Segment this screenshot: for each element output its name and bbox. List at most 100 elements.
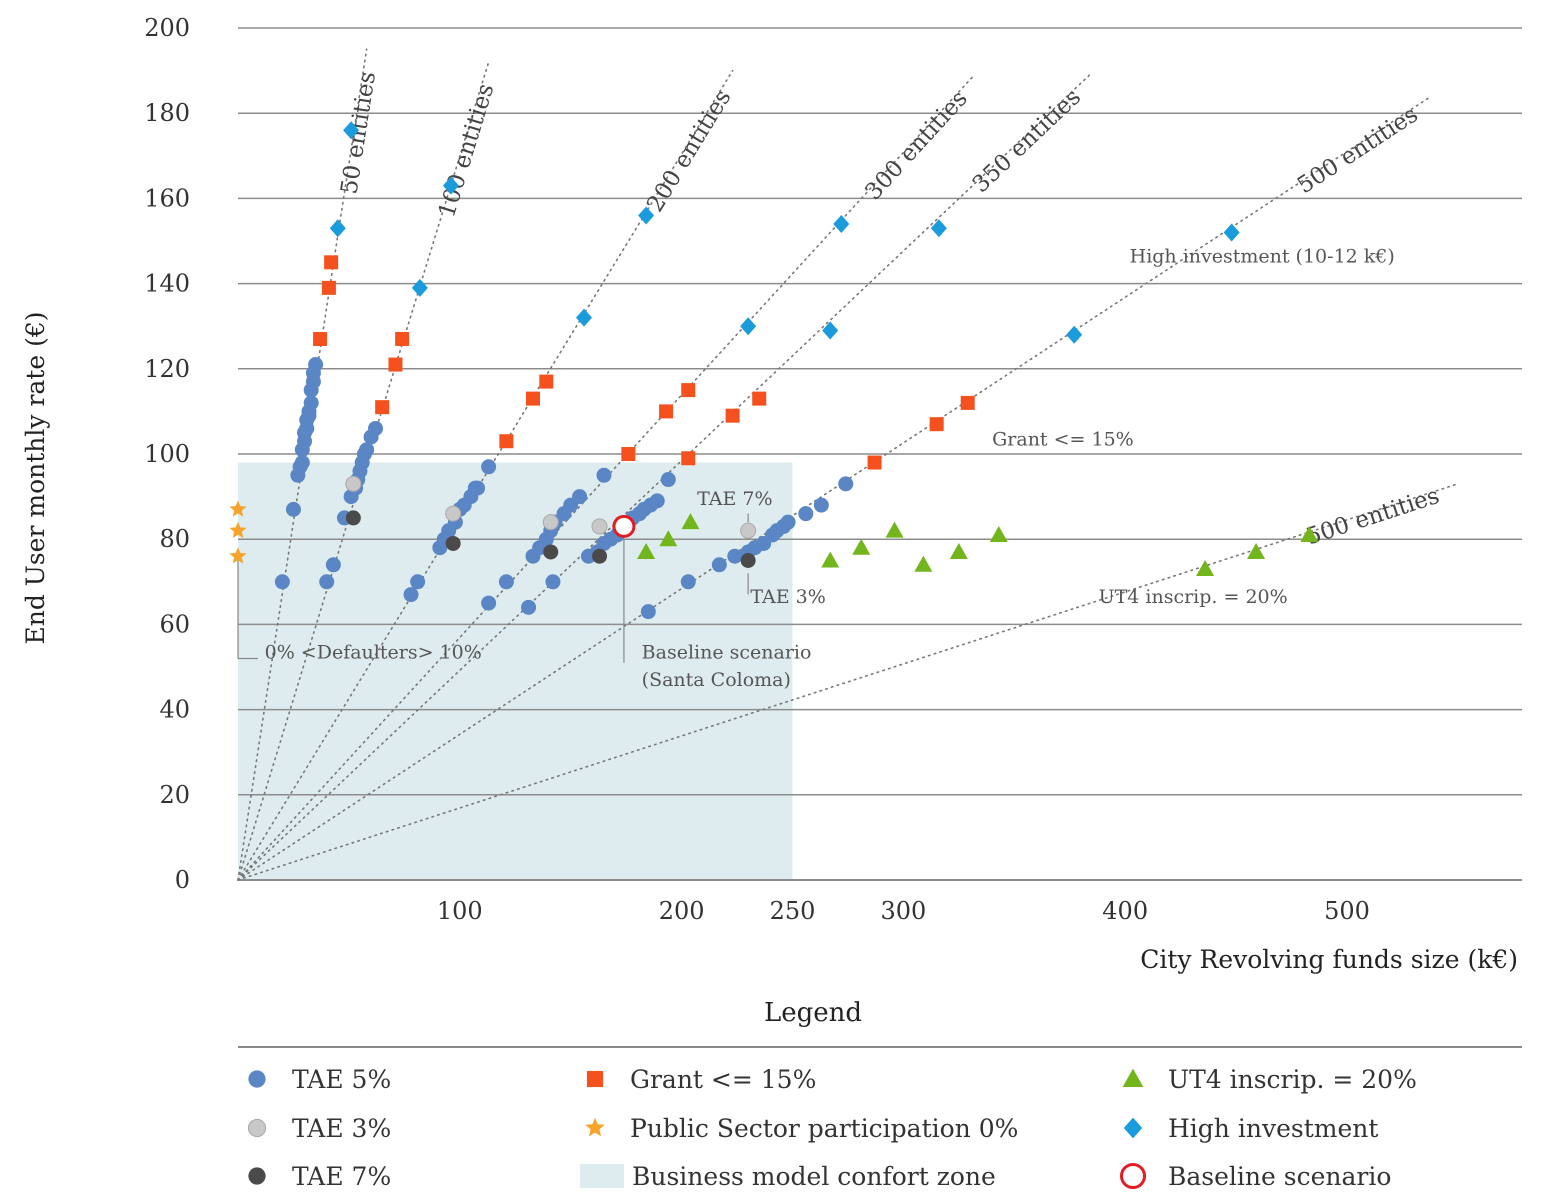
guide-label-5: 500 entities <box>1293 102 1423 200</box>
point-6-5 <box>576 308 593 327</box>
point-3-11 <box>681 383 696 398</box>
legend-symbol-3 <box>586 1070 604 1088</box>
point-0-65 <box>649 493 665 509</box>
point-6-9 <box>930 219 947 238</box>
point-0-28 <box>368 420 384 436</box>
point-5-6 <box>914 555 933 572</box>
guide-label-1: 100 entities <box>434 81 499 221</box>
point-3-2 <box>324 255 339 270</box>
point-3-8 <box>539 374 554 389</box>
y-tick-100: 100 <box>144 440 190 468</box>
series-4 <box>229 500 247 564</box>
point-0-12 <box>303 395 319 411</box>
point-2-0 <box>345 510 361 526</box>
point-3-13 <box>725 408 740 423</box>
y-tick-180: 180 <box>144 99 190 127</box>
y-tick-80: 80 <box>159 525 190 553</box>
comfort-zone <box>238 462 793 880</box>
legend-item-7: High investment <box>1118 1108 1378 1148</box>
legend-symbol-4 <box>585 1117 605 1137</box>
point-1-2 <box>542 514 559 531</box>
legend-item-2: TAE 7% <box>242 1156 391 1196</box>
legend-item-6: UT4 inscrip. = 20% <box>1118 1059 1417 1099</box>
point-0-68 <box>680 574 696 590</box>
legend-symbol-7 <box>1123 1117 1143 1139</box>
legend-marker-6 <box>1118 1064 1148 1094</box>
legend-item-8: Baseline scenario <box>1118 1156 1391 1196</box>
grid-lines <box>238 27 1522 881</box>
legend-symbol-2 <box>248 1167 266 1185</box>
legend-symbol-1 <box>247 1118 267 1138</box>
point-4-0 <box>229 500 247 517</box>
point-0-1 <box>285 501 301 517</box>
annotation-5: 0% <Defaulters> 10% <box>265 641 482 663</box>
point-0-80 <box>838 476 854 492</box>
guide-label-0: 50 entities <box>336 70 381 196</box>
point-0-16 <box>308 357 324 373</box>
guide-label-4: 350 entities <box>968 84 1086 198</box>
legend-item-4: Public Sector participation 0% <box>580 1108 1018 1148</box>
legend-item-5: Business model confort zone <box>580 1156 996 1196</box>
point-3-4 <box>388 357 403 372</box>
legend-label-4: Public Sector participation 0% <box>630 1113 1019 1143</box>
point-2-1 <box>445 535 461 551</box>
point-5-8 <box>989 525 1008 542</box>
point-3-15 <box>867 455 882 470</box>
point-3-14 <box>752 391 767 406</box>
point-2-4 <box>740 553 756 568</box>
series-5 <box>637 513 1319 577</box>
legend-label-6: UT4 inscrip. = 20% <box>1168 1064 1417 1094</box>
legend-item-3: Grant <= 15% <box>580 1059 816 1099</box>
point-3-7 <box>525 391 540 406</box>
x-tick-400: 400 <box>1102 897 1148 925</box>
x-tick-300: 300 <box>880 897 926 925</box>
point-5-10 <box>1247 542 1266 559</box>
point-3-3 <box>375 400 390 415</box>
point-3-5 <box>395 331 410 346</box>
point-6-4 <box>638 206 655 225</box>
point-6-1 <box>329 219 346 238</box>
point-5-5 <box>885 521 904 538</box>
series-1 <box>345 475 757 539</box>
y-tick-200: 200 <box>144 14 190 42</box>
point-7-0 <box>612 514 636 538</box>
point-0-40 <box>481 459 497 475</box>
point-5-11 <box>1300 525 1319 542</box>
legend-marker-5 <box>580 1161 624 1191</box>
point-6-7 <box>822 321 839 340</box>
legend-marker-4 <box>580 1113 610 1143</box>
legend-title: Legend <box>763 998 863 1028</box>
legend-label-7: High investment <box>1168 1113 1379 1143</box>
legend-marker-3 <box>580 1064 610 1094</box>
annotations: TAE 7% TAE 3% Grant <= 15% High investment … <box>265 245 1395 691</box>
annotation-4: UT4 inscrip. = 20% <box>1099 586 1288 608</box>
point-0-77 <box>780 514 796 530</box>
guide-label-6: 500 entities <box>1303 483 1443 550</box>
point-1-1 <box>445 505 462 522</box>
legend-item-1: TAE 3% <box>242 1108 391 1148</box>
legend-item-0: TAE 5% <box>242 1059 391 1099</box>
legend-marker-7 <box>1118 1113 1148 1143</box>
legend-marker-0 <box>242 1064 272 1094</box>
point-1-0 <box>345 475 362 492</box>
point-0-70 <box>727 548 743 564</box>
point-3-0 <box>313 331 328 346</box>
point-0-39 <box>470 480 486 496</box>
legend-label-1: TAE 3% <box>292 1113 392 1143</box>
point-0-29 <box>403 587 419 603</box>
point-0-0 <box>274 574 290 590</box>
point-0-26 <box>359 442 375 458</box>
annotation-1: TAE 3% <box>750 586 825 608</box>
point-6-10 <box>1066 325 1083 344</box>
point-0-4 <box>294 455 310 471</box>
series-7 <box>612 514 636 538</box>
point-0-42 <box>498 574 514 590</box>
y-tick-20: 20 <box>159 781 190 809</box>
point-3-9 <box>621 447 636 461</box>
y-tick-0: 0 <box>175 866 190 894</box>
point-0-78 <box>798 506 814 522</box>
point-0-17 <box>319 574 335 590</box>
y-tick-labels: 0 20 40 60 80 100 120 140 160 180 200 <box>144 14 190 894</box>
y-axis-title: End User monthly rate (€) <box>21 311 50 644</box>
point-0-18 <box>325 557 341 573</box>
